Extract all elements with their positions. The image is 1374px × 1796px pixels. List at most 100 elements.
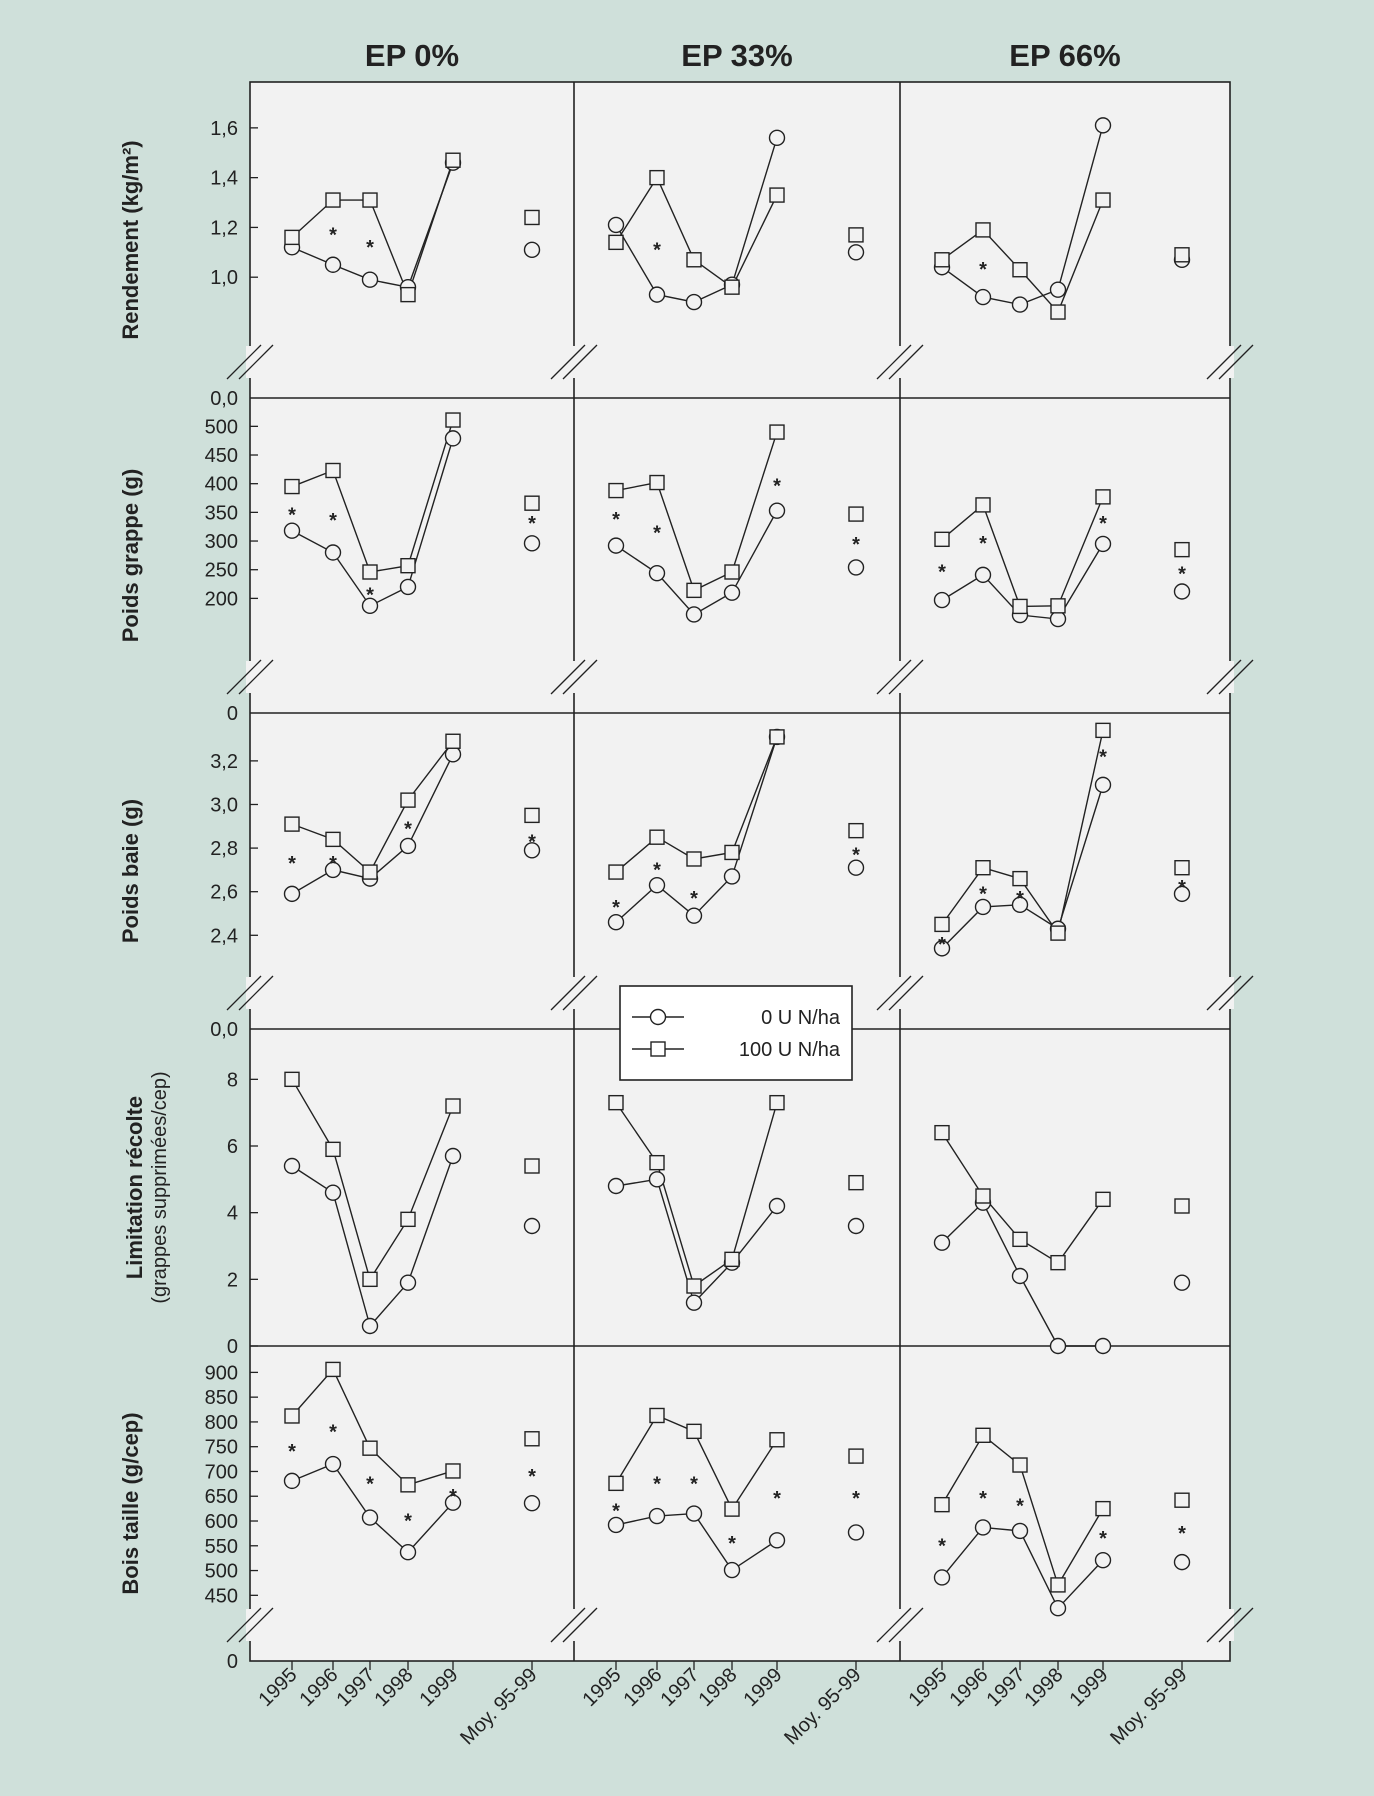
column-title: EP 33% <box>681 38 792 73</box>
axis-break-gap <box>896 346 904 378</box>
data-point-0-U-N <box>648 1507 666 1525</box>
data-point-0-U-N <box>723 584 741 601</box>
data-point-0-U-N <box>723 868 741 885</box>
data-point-0-U-N <box>723 1561 741 1579</box>
significance-star: * <box>329 1421 337 1443</box>
data-point-100-U-N <box>934 531 950 548</box>
data-point-100-U-N <box>445 412 461 428</box>
y-tick-label: 350 <box>205 502 238 524</box>
axis-break-mark <box>562 344 598 380</box>
axis-break-mark <box>888 1607 924 1643</box>
significance-star: * <box>1178 877 1186 899</box>
data-point-100-U-N <box>769 187 785 203</box>
data-point-0-U-N <box>933 1234 951 1251</box>
legend-label: 100 U N/ha <box>739 1039 841 1061</box>
data-point-100-U-N <box>686 1423 702 1440</box>
significance-star: * <box>690 888 698 910</box>
data-point-100-U-N <box>1095 722 1111 739</box>
data-point-100-U-N <box>769 424 785 440</box>
y-axis-label: Limitation récolte <box>122 1096 147 1279</box>
y-tick-label: 2,6 <box>210 882 238 904</box>
data-point-0-U-N <box>768 129 786 147</box>
data-point-0-U-N <box>1049 1337 1067 1355</box>
data-point-0-U-N <box>523 241 541 259</box>
y-tick-label: 300 <box>205 531 238 553</box>
axis-break-mark <box>1206 344 1242 380</box>
data-point-100-U-N <box>608 234 624 251</box>
significance-star: * <box>449 1486 457 1508</box>
significance-star: * <box>1016 888 1024 910</box>
significance-star: * <box>1099 746 1107 768</box>
data-point-100-U-N <box>284 816 300 832</box>
significance-star: * <box>612 1501 620 1523</box>
y-tick-label: 200 <box>205 588 238 610</box>
data-point-0-U-N <box>399 1544 417 1561</box>
y-tick-label: 3,2 <box>210 751 238 773</box>
data-point-0-U-N <box>768 502 786 519</box>
y-tick-label: 500 <box>205 416 238 438</box>
data-point-100-U-N <box>1095 1191 1111 1208</box>
data-point-0-U-N <box>648 564 666 582</box>
data-point-100-U-N <box>1095 192 1111 208</box>
y-tick-label: 0 <box>227 1336 238 1358</box>
data-point-100-U-N <box>1050 1577 1066 1593</box>
data-point-0-U-N <box>974 288 992 306</box>
data-point-100-U-N <box>649 1407 665 1424</box>
data-point-100-U-N <box>325 1141 341 1158</box>
legend: 0 U N/ha 100 U N/ha <box>619 985 853 1081</box>
data-point-0-U-N <box>399 1274 417 1291</box>
y-tick-label: 1,2 <box>210 217 238 239</box>
significance-star: * <box>288 504 296 526</box>
data-point-0-U-N <box>768 1532 786 1549</box>
axis-break-mark <box>550 1607 586 1643</box>
significance-star: * <box>528 513 536 535</box>
significance-star: * <box>1016 1496 1024 1518</box>
y-zero-label: 0 <box>227 1651 238 1673</box>
data-point-100-U-N <box>934 252 950 268</box>
axis-break-mark <box>1218 344 1254 380</box>
legend-label: 0 U N/ha <box>761 1007 841 1029</box>
data-point-0-U-N <box>1173 1274 1191 1291</box>
axis-break-mark <box>238 1607 274 1643</box>
data-point-100-U-N <box>686 252 702 268</box>
y-tick-label: 250 <box>205 560 238 582</box>
y-tick-label: 1,6 <box>210 118 238 140</box>
y-tick-label: 1,0 <box>210 267 238 289</box>
data-point-100-U-N <box>769 1432 785 1448</box>
significance-star: * <box>852 534 860 556</box>
data-point-0-U-N <box>324 861 342 879</box>
data-point-100-U-N <box>1050 1254 1066 1271</box>
y-tick-label: 8 <box>227 1069 238 1091</box>
axis-break-mark <box>888 975 924 1011</box>
significance-star: * <box>329 224 337 246</box>
significance-star: * <box>329 853 337 875</box>
axis-break-mark <box>562 1607 598 1643</box>
data-point-100-U-N <box>1012 870 1028 887</box>
axis-break-gap <box>570 1609 578 1641</box>
axis-break-mark <box>550 659 586 695</box>
significance-star: * <box>404 1511 412 1533</box>
axis-break-gap <box>246 346 254 378</box>
data-point-100-U-N <box>1050 925 1066 941</box>
data-point-100-U-N <box>524 209 540 226</box>
y-tick-label: 4 <box>227 1203 238 1225</box>
data-point-100-U-N <box>975 222 991 238</box>
data-point-0-U-N <box>361 271 379 288</box>
data-point-0-U-N <box>1011 1522 1029 1540</box>
axis-break-gap <box>570 661 578 693</box>
data-point-0-U-N <box>283 522 301 539</box>
data-point-0-U-N <box>1049 1600 1067 1617</box>
data-point-100-U-N <box>1012 262 1028 278</box>
axis-break-mark <box>226 1607 262 1643</box>
data-point-0-U-N <box>1011 296 1029 313</box>
significance-star: * <box>612 509 620 531</box>
data-point-0-U-N <box>1094 1337 1112 1355</box>
data-point-100-U-N <box>724 564 740 580</box>
data-point-100-U-N <box>975 497 991 513</box>
axis-break-mark <box>888 344 924 380</box>
data-point-100-U-N <box>524 495 540 511</box>
axis-break-mark <box>550 344 586 380</box>
data-point-0-U-N <box>607 537 625 554</box>
data-point-100-U-N <box>848 1174 864 1191</box>
data-point-100-U-N <box>1174 541 1190 558</box>
